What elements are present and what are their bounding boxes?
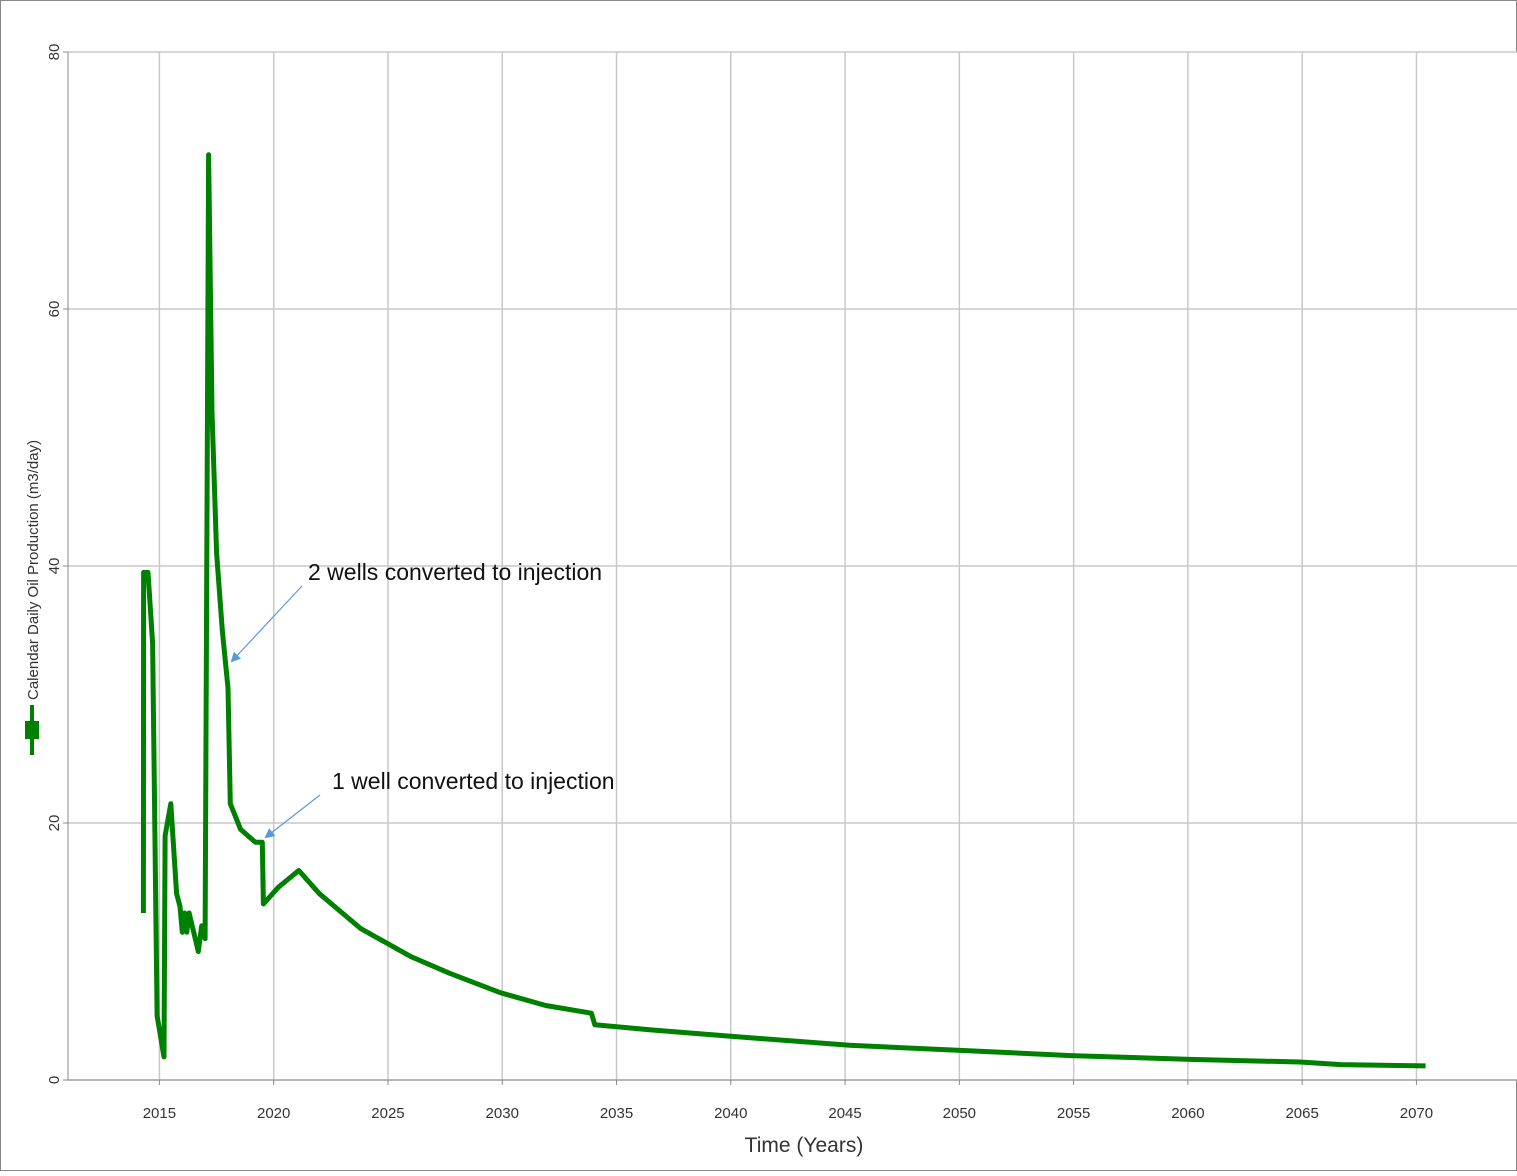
x-tick-label: 2035 [600, 1105, 633, 1122]
x-tick-label: 2020 [257, 1105, 290, 1122]
x-tick-label: 2050 [943, 1105, 976, 1122]
y-tick-label: 0 [46, 1076, 63, 1084]
y-tick-label: 80 [46, 44, 63, 61]
x-tick-label: 2025 [371, 1105, 404, 1122]
x-axis-label: Time (Years) [745, 1134, 864, 1157]
x-tick-label: 2065 [1285, 1105, 1318, 1122]
x-tick-label: 2070 [1400, 1105, 1433, 1122]
legend-marker [25, 721, 39, 739]
legend-label: Calendar Daily Oil Production (m3/day) [25, 440, 42, 700]
y-tick-label: 60 [46, 301, 63, 318]
annotation-arrow [264, 794, 321, 839]
x-tick-label: 2040 [714, 1105, 747, 1122]
annotation-arrow [230, 585, 303, 663]
x-tick-label: 2030 [486, 1105, 519, 1122]
x-tick-label: 2045 [828, 1105, 861, 1122]
y-tick-label: 40 [46, 558, 63, 575]
y-tick-label: 20 [46, 815, 63, 832]
annotation: 2 wells converted to injection [308, 559, 602, 585]
x-tick-label: 2055 [1057, 1105, 1090, 1122]
x-tick-label: 2060 [1171, 1105, 1204, 1122]
data-line [140, 152, 1426, 1069]
annotation: 1 well converted to injection [332, 768, 615, 794]
x-tick-label: 2015 [143, 1105, 176, 1122]
